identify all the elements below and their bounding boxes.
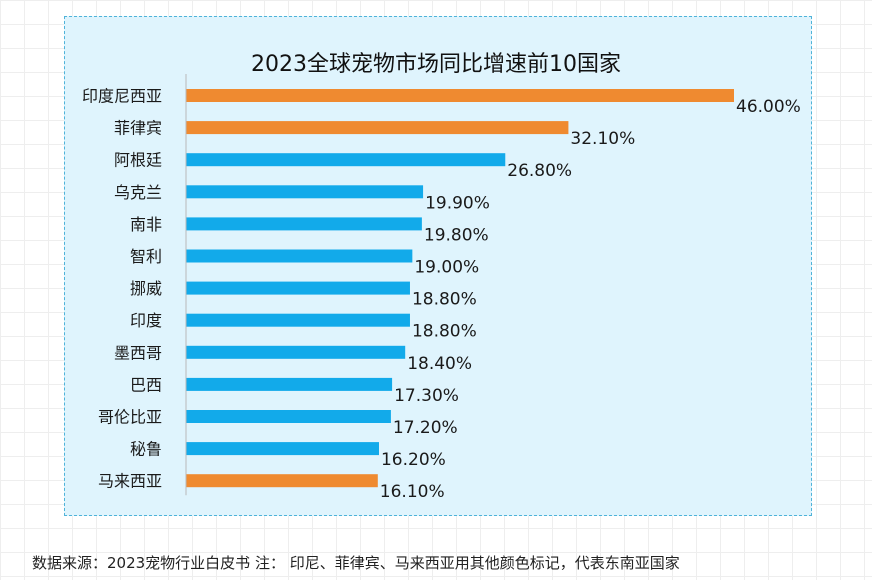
category-label: 印度尼西亚 [82, 87, 162, 106]
category-label: 秘鲁 [130, 440, 162, 459]
category-label: 菲律宾 [114, 119, 162, 138]
bar [186, 153, 506, 167]
category-label: 巴西 [130, 375, 162, 394]
category-label: 挪威 [130, 279, 162, 298]
category-label: 乌克兰 [114, 183, 162, 202]
data-label: 19.80% [424, 225, 489, 245]
bar [186, 474, 378, 488]
category-label: 印度 [130, 311, 162, 330]
data-label: 17.30% [394, 386, 459, 406]
data-label: 17.20% [393, 418, 458, 438]
data-label: 18.80% [412, 290, 477, 310]
bar [186, 185, 424, 199]
bar-chart: 印度尼西亚 46.00% 菲律宾 32.10% 阿根廷 26.80% 乌克兰 19.90% 南非… [82, 74, 801, 502]
bar [186, 249, 413, 263]
category-label: 智利 [130, 247, 162, 266]
bar [186, 377, 393, 391]
data-label: 19.90% [425, 193, 490, 213]
category-label: 哥伦比亚 [98, 408, 162, 427]
bar [186, 89, 734, 102]
category-label: 墨西哥 [114, 343, 162, 362]
bar [186, 410, 391, 423]
category-label: 马来西亚 [98, 472, 162, 491]
data-label: 18.40% [407, 354, 472, 374]
data-label: 46.00% [736, 97, 801, 117]
data-label: 19.00% [414, 258, 479, 278]
data-label: 26.80% [507, 161, 572, 181]
bar [186, 281, 410, 295]
bar [186, 442, 379, 456]
bar [186, 313, 410, 327]
data-label: 32.10% [570, 129, 635, 149]
bar [186, 121, 569, 135]
bar [186, 345, 406, 359]
bar [186, 217, 422, 231]
category-label: 南非 [130, 215, 162, 234]
source-note: 数据来源：2023宠物行业白皮书 注： 印尼、菲律宾、马来西亚用其他颜色标记，代… [32, 554, 680, 572]
category-label: 阿根廷 [114, 151, 162, 170]
data-label: 16.20% [381, 450, 446, 470]
data-label: 16.10% [380, 482, 445, 502]
data-label: 18.80% [412, 322, 477, 342]
chart-title: 2023全球宠物市场同比增速前10国家 [251, 52, 621, 77]
